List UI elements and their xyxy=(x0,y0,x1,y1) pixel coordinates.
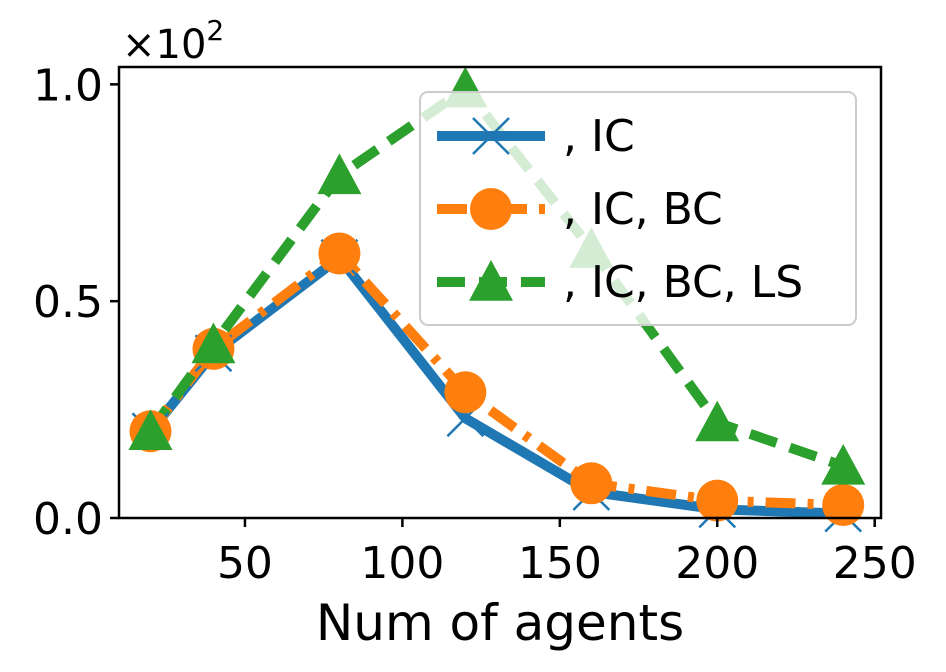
x-tick-label-2: 100 xyxy=(360,538,444,589)
y-axis: 0.0 0.5 1.0 xyxy=(33,60,119,545)
plot-frame xyxy=(117,65,883,520)
legend-marker-1 xyxy=(472,117,510,155)
data-point-s2-7 xyxy=(822,483,865,526)
data-point-s3-2 xyxy=(191,322,236,364)
x-tick-label-1: 50 xyxy=(217,538,273,589)
x-axis: 50 100 150 200 250 xyxy=(217,518,917,589)
data-point-s2-6 xyxy=(696,479,739,522)
y-multiplier-base: ×10 xyxy=(122,22,206,68)
x-tick-label-3: 150 xyxy=(518,538,602,589)
legend-label-1: , IC xyxy=(563,111,635,162)
x-tick-label-5: 250 xyxy=(833,538,917,589)
legend: , IC , IC, BC , IC, BC, LS xyxy=(419,91,857,326)
marker-layer xyxy=(128,66,866,533)
data-point-s3-1 xyxy=(128,409,173,450)
y-tick-label-3: 1.0 xyxy=(33,60,103,111)
legend-marker-3 xyxy=(469,260,513,301)
data-point-s2-4 xyxy=(444,371,487,414)
y-tick-label-1: 0.0 xyxy=(33,494,103,545)
y-tick-label-2: 0.5 xyxy=(33,277,103,328)
legend-marker-2 xyxy=(470,188,512,230)
data-point-s3-7 xyxy=(821,443,866,485)
legend-label-3: , IC, BC, LS xyxy=(563,257,803,308)
data-point-s3-3 xyxy=(317,153,362,195)
legend-label-2: , IC, BC xyxy=(563,184,723,235)
data-point-s2-3 xyxy=(318,232,361,275)
data-point-s3-6 xyxy=(695,400,740,442)
y-axis-multiplier: ×102 xyxy=(122,14,224,68)
x-axis-label: Num of agents xyxy=(316,594,684,652)
x-tick-label-4: 200 xyxy=(675,538,759,589)
data-point-s2-5 xyxy=(570,462,613,505)
legend-box xyxy=(419,91,857,326)
y-multiplier-exponent: 2 xyxy=(206,14,224,47)
